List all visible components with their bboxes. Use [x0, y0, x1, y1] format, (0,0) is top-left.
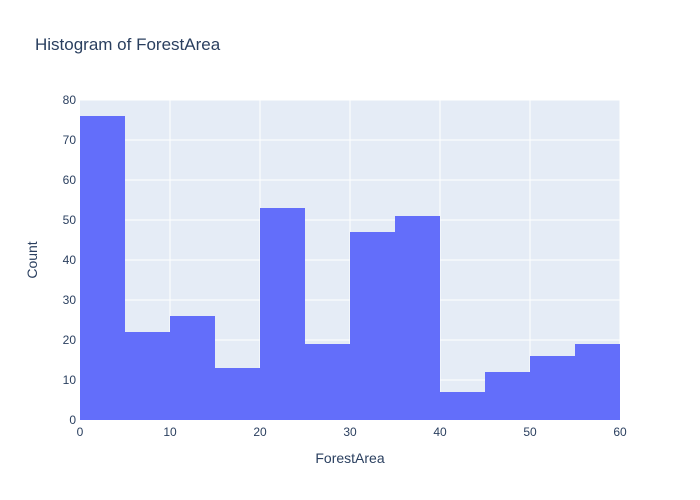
histogram-bar [215, 368, 260, 420]
histogram-bar [440, 392, 485, 420]
histogram-bar [350, 232, 395, 420]
x-tick-label: 0 [77, 425, 84, 439]
histogram-bar [485, 372, 530, 420]
histogram-bar [80, 116, 125, 420]
y-axis-ticks: 0 10 20 30 40 50 60 70 80 [63, 93, 77, 427]
y-tick-label: 0 [69, 413, 76, 427]
x-tick-label: 20 [253, 425, 267, 439]
histogram-bar [530, 356, 575, 420]
x-tick-label: 50 [523, 425, 537, 439]
chart-title: Histogram of ForestArea [35, 35, 221, 54]
bars [80, 116, 620, 420]
y-tick-label: 40 [63, 253, 77, 267]
histogram-bar [305, 344, 350, 420]
y-tick-label: 30 [63, 293, 77, 307]
histogram-bar [260, 208, 305, 420]
x-axis-ticks: 0 10 20 30 40 50 60 [77, 425, 627, 439]
x-tick-label: 60 [613, 425, 627, 439]
y-tick-label: 10 [63, 373, 77, 387]
histogram-bar [575, 344, 620, 420]
y-tick-label: 50 [63, 213, 77, 227]
y-tick-label: 60 [63, 173, 77, 187]
x-tick-label: 10 [163, 425, 177, 439]
x-tick-label: 40 [433, 425, 447, 439]
y-tick-label: 80 [63, 93, 77, 107]
y-axis-title: Count [24, 241, 40, 278]
x-axis-title: ForestArea [315, 450, 384, 466]
histogram-bar [170, 316, 215, 420]
y-tick-label: 70 [63, 133, 77, 147]
histogram-bar [395, 216, 440, 420]
x-tick-label: 30 [343, 425, 357, 439]
histogram-bar [125, 332, 170, 420]
y-tick-label: 20 [63, 333, 77, 347]
